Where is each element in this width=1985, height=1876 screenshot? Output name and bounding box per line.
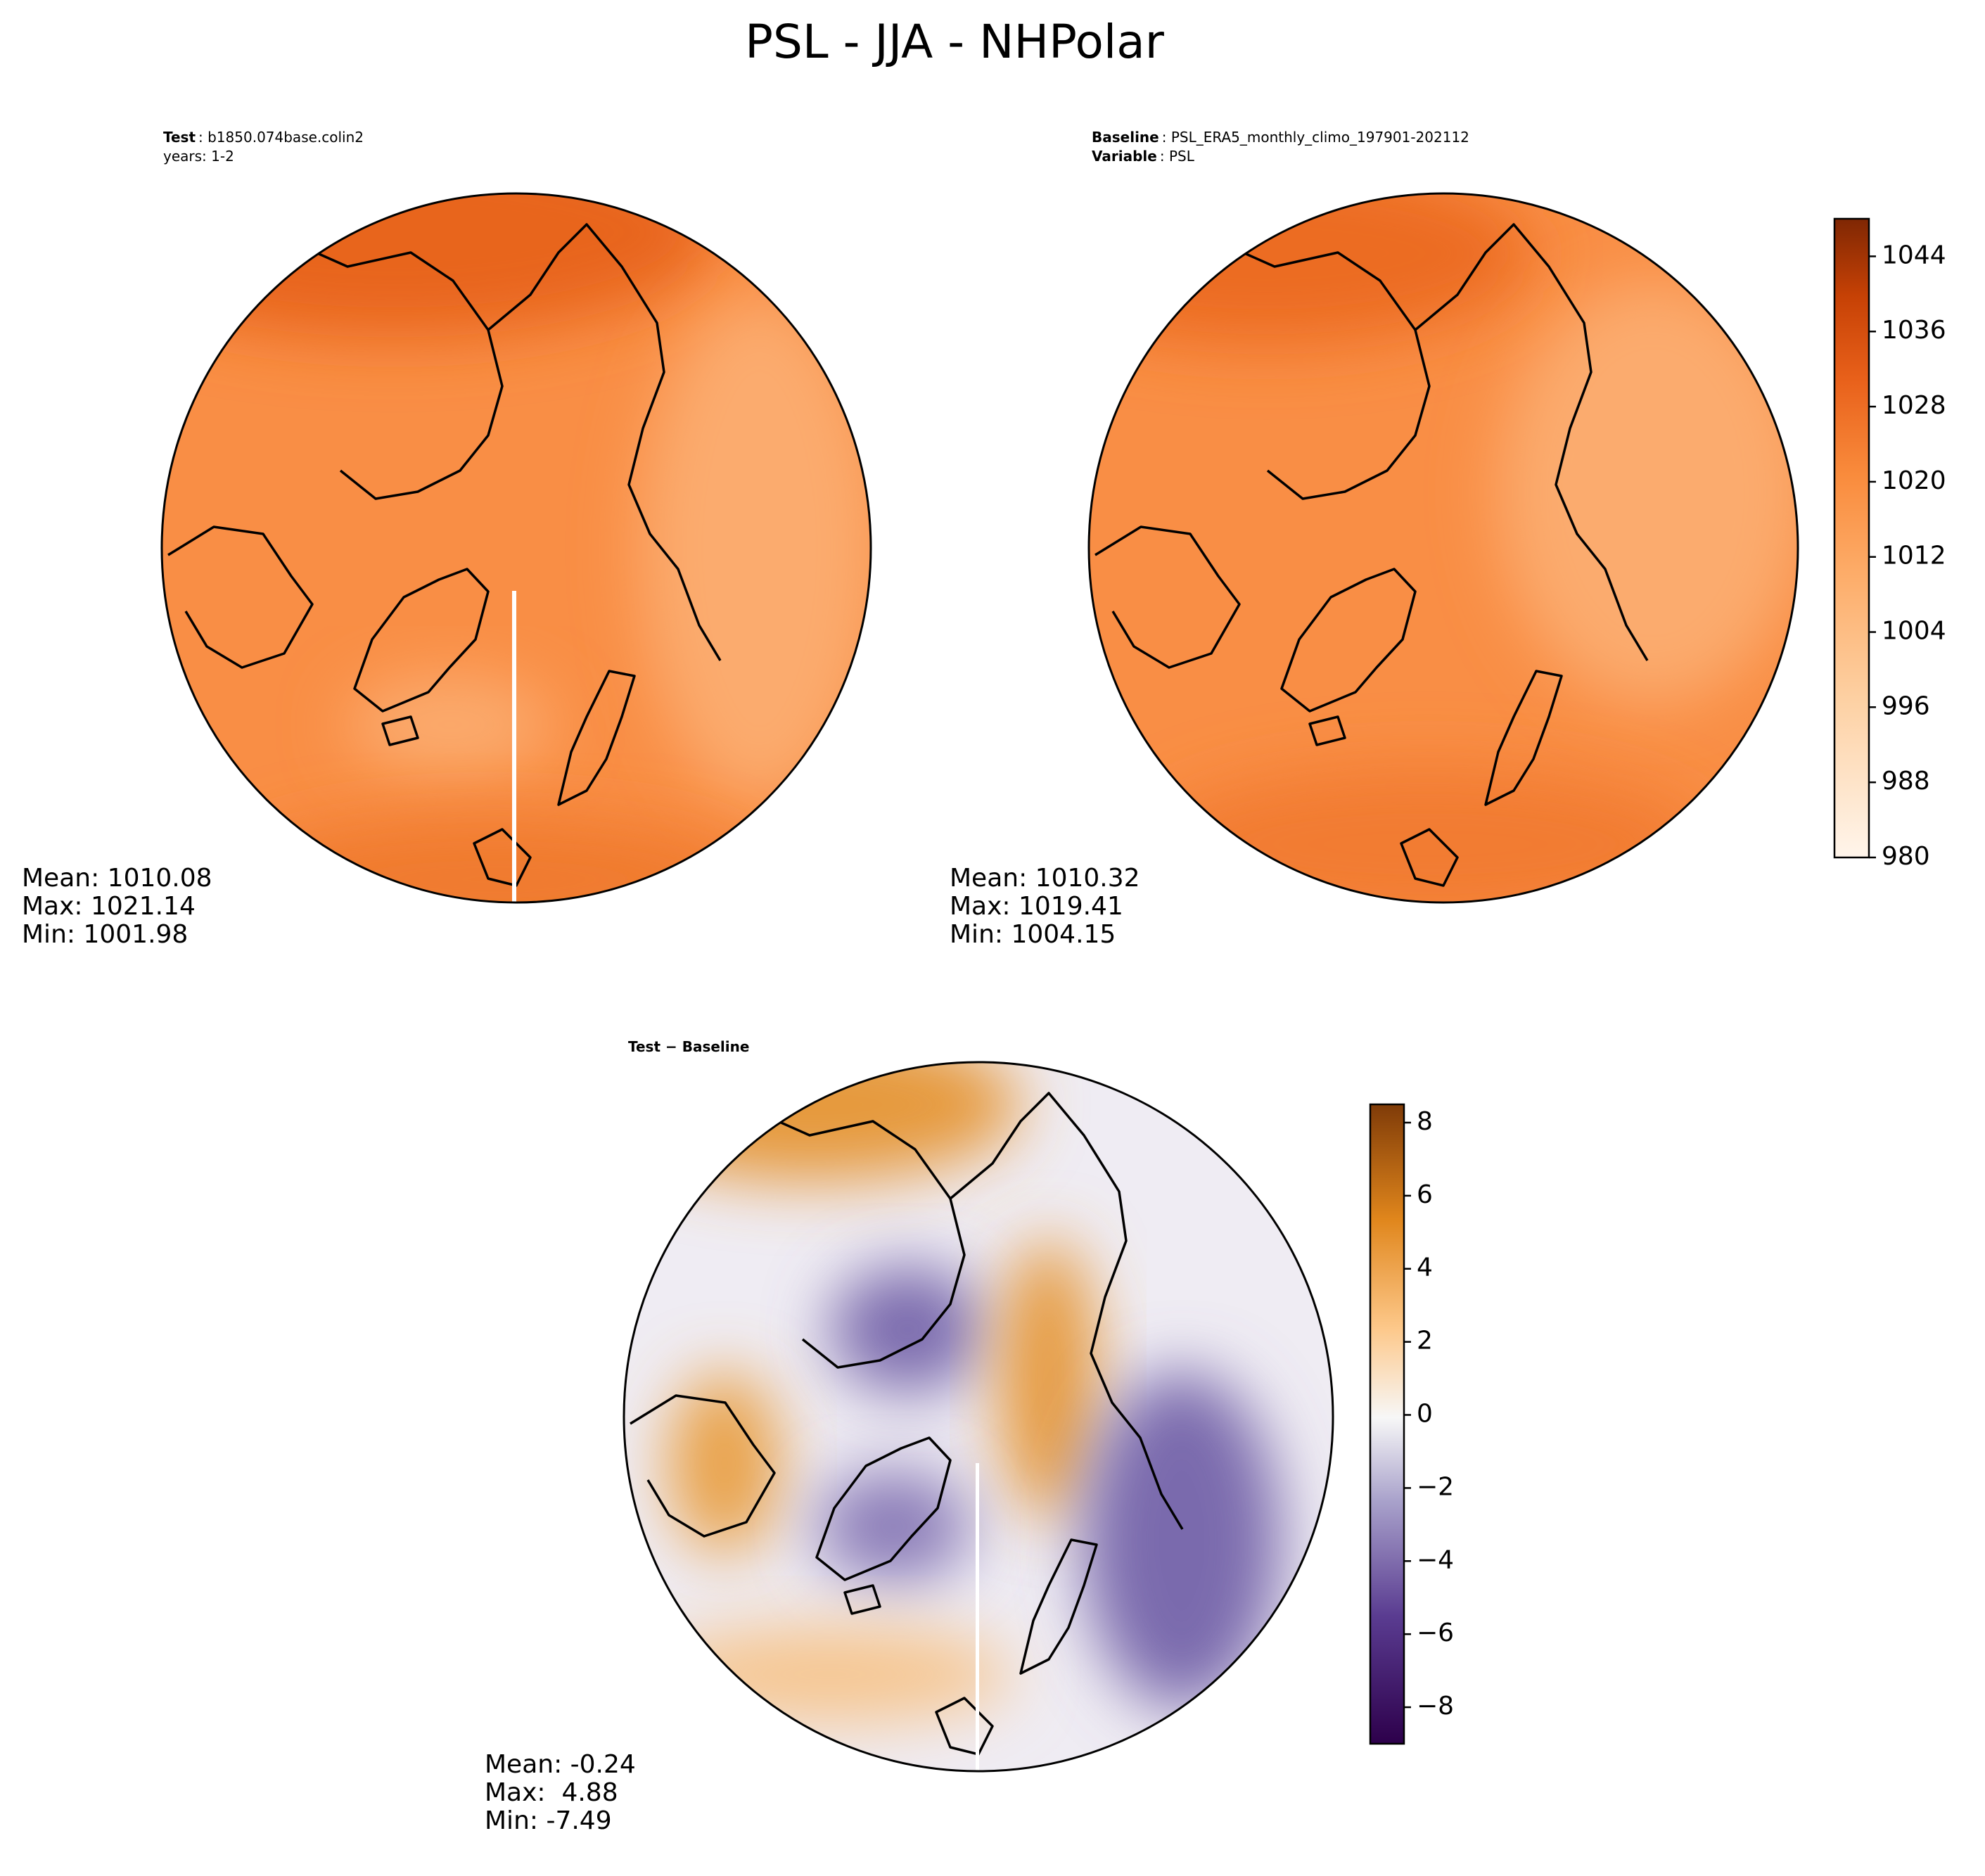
colorbar-tick-label: 1028: [1882, 391, 1946, 420]
colorbar: [1833, 217, 1870, 859]
colorbar: [1369, 1103, 1405, 1745]
stat-line: Max: 4.88: [485, 1778, 618, 1807]
header-text: : PSL_ERA5_monthly_climo_197901-202112: [1162, 129, 1469, 146]
header-key: Test − Baseline: [628, 1038, 749, 1055]
map-border: [160, 192, 872, 904]
map-border: [1087, 192, 1799, 904]
colorbar-tick-label: 1020: [1882, 466, 1946, 495]
colorbar-tick-label: 988: [1882, 767, 1930, 796]
colorbar-tick-label: 980: [1882, 842, 1930, 871]
colorbar-tick-label: −2: [1417, 1472, 1454, 1501]
colorbar-tick-label: 2: [1417, 1327, 1433, 1355]
colorbar-tick-label: 1044: [1882, 241, 1946, 269]
header-key: Variable: [1092, 148, 1157, 165]
colorbar-tick-label: 1004: [1882, 617, 1946, 646]
stat-line: Mean: 1010.08: [22, 864, 212, 893]
panel-header: Baseline: PSL_ERA5_monthly_climo_197901-…: [1092, 129, 1469, 146]
header-key: Baseline: [1092, 129, 1159, 146]
header-text: : b1850.074base.colin2: [198, 129, 364, 146]
stat-line: Max: 1019.41: [950, 892, 1123, 921]
colorbar-tick-label: 4: [1417, 1253, 1433, 1282]
map-border: [623, 1061, 1334, 1773]
colorbar-tick-label: −8: [1417, 1692, 1454, 1721]
colorbar-tick-label: −4: [1417, 1545, 1454, 1574]
colorbar-tick-label: 996: [1882, 691, 1930, 720]
map-test: [162, 193, 871, 902]
colorbar-tick-label: 6: [1417, 1180, 1433, 1209]
stat-line: Min: -7.49: [485, 1806, 612, 1835]
map-difference: [624, 1062, 1333, 1771]
colorbar-tick-label: 8: [1417, 1107, 1433, 1136]
map-baseline: [1089, 193, 1798, 902]
panel-header: Variable: PSL: [1092, 148, 1195, 165]
panel-header: Test − Baseline: [628, 1038, 749, 1055]
colorbar-tick-label: 1012: [1882, 542, 1946, 570]
stat-line: Min: 1001.98: [22, 920, 188, 949]
header-text: : PSL: [1160, 148, 1195, 165]
colorbar-tick-label: 1036: [1882, 316, 1946, 345]
stat-line: Min: 1004.15: [950, 920, 1116, 949]
colorbar-tick-label: −6: [1417, 1619, 1454, 1647]
figure-title: PSL - JJA - NHPolar: [745, 15, 1165, 69]
header-text: years: 1-2: [163, 148, 234, 165]
stat-line: Max: 1021.14: [22, 892, 196, 921]
stat-line: Mean: -0.24: [485, 1750, 636, 1779]
colorbar-tick-label: 0: [1417, 1400, 1433, 1429]
stat-line: Mean: 1010.32: [950, 864, 1140, 893]
panel-header: years: 1-2: [163, 148, 234, 165]
panel-header: Test: b1850.074base.colin2: [163, 129, 364, 146]
header-key: Test: [163, 129, 196, 146]
